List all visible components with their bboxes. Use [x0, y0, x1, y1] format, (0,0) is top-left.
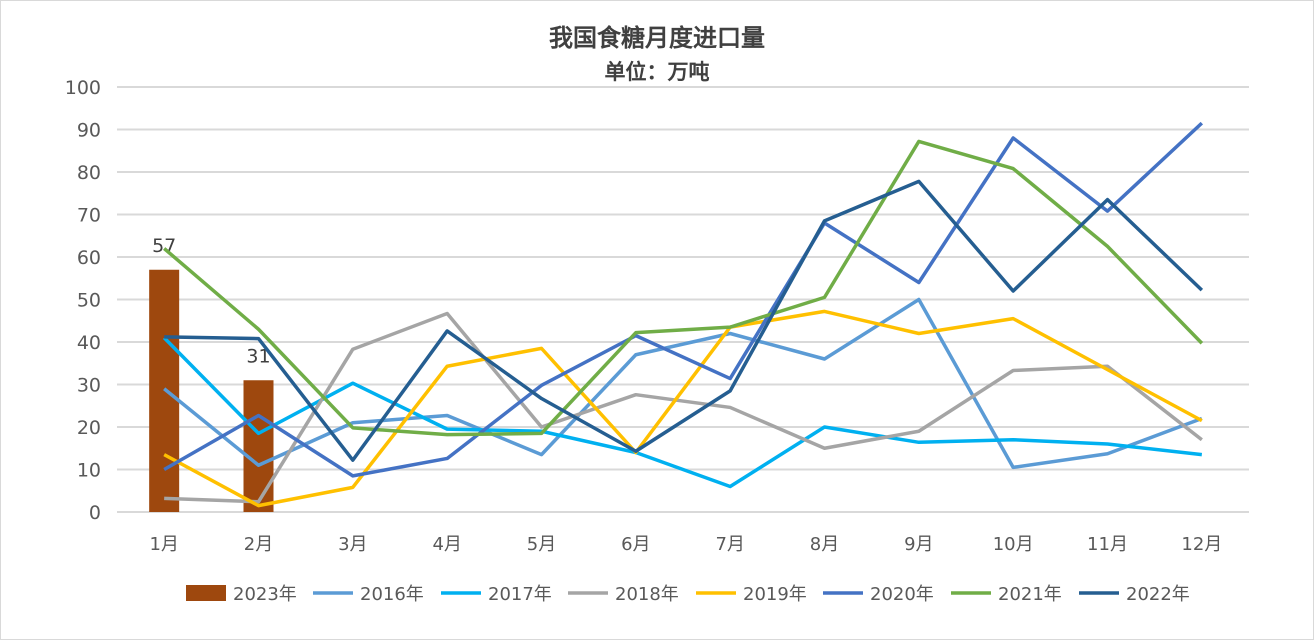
y-tick-label: 60: [77, 247, 101, 269]
legend-label: 2017年: [488, 584, 552, 605]
legend-label: 2023年: [233, 584, 297, 605]
chart-title: 我国食糖月度进口量: [549, 23, 765, 52]
y-tick-label: 80: [77, 162, 101, 184]
y-tick-label: 20: [77, 417, 101, 439]
line-series-2018年: [164, 311, 1203, 504]
line-series-2022年: [164, 179, 1204, 462]
y-tick-label: 50: [77, 290, 101, 312]
x-tick-label: 5月: [527, 534, 556, 555]
line-series-2017年: [162, 336, 1203, 489]
line-series-2020年: [163, 121, 1204, 478]
x-tick-label: 8月: [810, 534, 839, 555]
x-tick-label: 11月: [1087, 534, 1128, 555]
x-tick-label: 7月: [715, 534, 744, 555]
y-tick-label: 100: [65, 77, 101, 99]
legend-label: 2016年: [360, 584, 424, 605]
legend-label: 2019年: [743, 584, 807, 605]
x-tick-label: 3月: [338, 534, 367, 555]
x-tick-label: 9月: [904, 534, 933, 555]
x-tick-label: 1月: [149, 534, 178, 555]
legend-label: 2021年: [998, 584, 1062, 605]
y-tick-label: 40: [77, 332, 101, 354]
x-tick-label: 2月: [244, 534, 273, 555]
legend-swatch: [186, 585, 226, 601]
y-tick-label: 10: [77, 460, 101, 482]
bar-data-label: 31: [246, 345, 270, 367]
y-tick-label: 30: [77, 375, 101, 397]
legend-label: 2022年: [1126, 584, 1190, 605]
y-tick-label: 70: [77, 205, 101, 227]
chart-subtitle: 单位：万吨: [604, 59, 710, 84]
y-tick-label: 90: [77, 120, 101, 142]
legend-label: 2018年: [615, 584, 679, 605]
x-tick-label: 12月: [1181, 534, 1222, 555]
x-tick-label: 6月: [621, 534, 650, 555]
y-tick-label: 0: [89, 502, 101, 524]
x-tick-label: 10月: [993, 534, 1034, 555]
legend-label: 2020年: [870, 584, 934, 605]
line-series-2016年: [163, 297, 1203, 470]
line-series-2021年: [163, 139, 1204, 437]
bar-data-label: 57: [152, 235, 176, 257]
line-series-2019年: [163, 309, 1203, 508]
bar-2023: [243, 380, 274, 512]
x-tick-label: 4月: [432, 534, 461, 555]
